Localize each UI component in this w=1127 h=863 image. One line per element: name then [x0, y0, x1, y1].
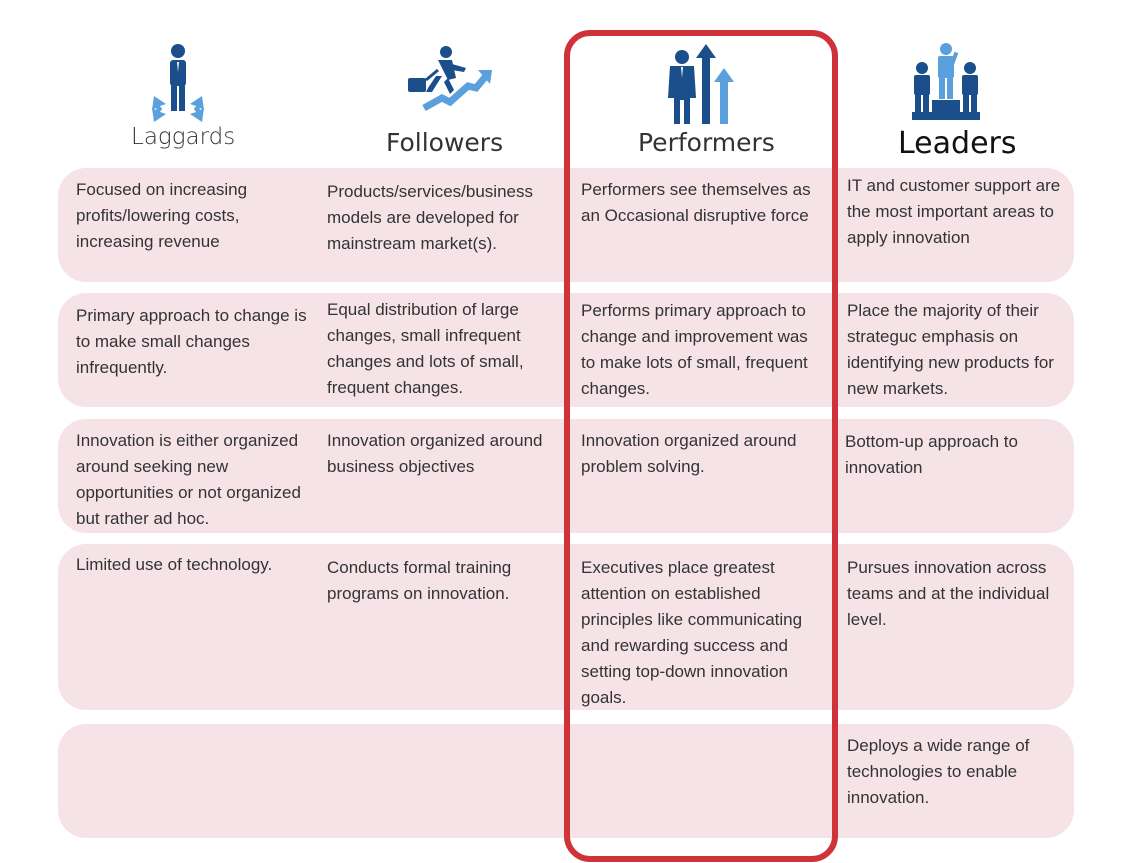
cell-followers-row-4: Conducts formal training programs on inn…: [327, 558, 512, 603]
cell-performers-row-1: Performers see themselves as an Occasion…: [581, 180, 811, 225]
performers-highlight-frame: [564, 30, 838, 862]
team-on-podium-icon: [912, 43, 980, 120]
cell-laggards-row-2: Primary approach to change is to make sm…: [76, 306, 307, 377]
cell-followers-row-3: Innovation organized around business obj…: [327, 431, 543, 476]
column-title-followers: Followers: [386, 128, 504, 157]
cell-laggards-row-4: Limited use of technology.: [76, 555, 273, 574]
cell-leaders-row-2: Place the majority of their strateguc em…: [847, 301, 1054, 398]
cell-leaders-row-1: IT and customer support are the most imp…: [847, 176, 1061, 247]
column-title-performers: Performers: [638, 128, 775, 157]
cell-performers-row-2: Performs primary approach to change and …: [581, 301, 808, 398]
cell-performers-row-3: Innovation organized around problem solv…: [581, 431, 797, 476]
column-title-leaders: Leaders: [898, 126, 1017, 161]
column-title-laggards: Laggards: [131, 124, 236, 150]
cell-performers-row-4: Executives place greatest attention on e…: [581, 558, 803, 707]
cell-leaders-row-4: Pursues innovation across teams and at t…: [847, 558, 1050, 629]
cell-laggards-row-1: Focused on increasing profits/lowering c…: [76, 180, 248, 251]
cell-followers-row-1: Products/services/business models are de…: [327, 182, 533, 253]
cell-followers-row-2: Equal distribution of large changes, sma…: [327, 300, 524, 397]
businessman-running-up-arrow-icon: [408, 46, 492, 112]
cell-leaders-row-5: Deploys a wide range of technologies to …: [847, 736, 1030, 807]
cell-laggards-row-3: Innovation is either organized around se…: [76, 431, 301, 528]
cell-leaders-row-3: Bottom-up approach to innovation: [845, 432, 1018, 477]
businessman-with-up-arrows-icon: [668, 44, 734, 124]
person-with-arrows-icon: [152, 44, 204, 122]
